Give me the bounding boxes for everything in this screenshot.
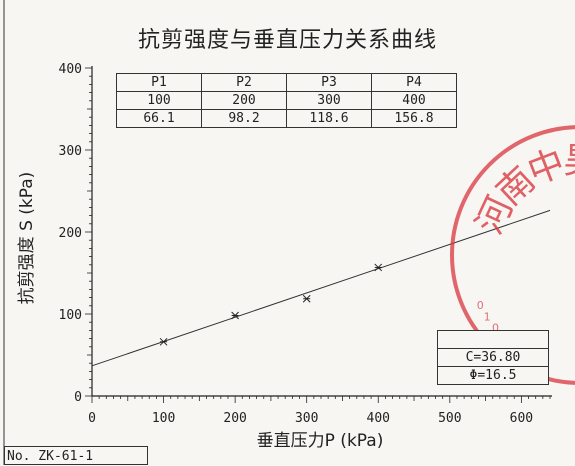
table-header-row: P1 P2 P3 P4: [116, 73, 457, 92]
x-tick-label: 200: [223, 411, 246, 426]
y-axis-label: 抗剪强度 S (kPa): [17, 172, 37, 305]
table-cell: 200: [201, 91, 287, 110]
table-cell: 300: [286, 91, 372, 110]
table-cell: 400: [371, 91, 457, 110]
svg-text:昊: 昊: [563, 141, 575, 183]
table-row: 100 200 300 400: [116, 91, 457, 110]
x-tick-label: 300: [295, 411, 318, 426]
data-point: [302, 294, 311, 303]
y-tick-label: 100: [59, 308, 82, 323]
table-header-cell: P3: [286, 73, 372, 92]
x-tick-label: 0: [88, 411, 96, 426]
y-tick-label: 300: [59, 144, 82, 159]
table-cell: 66.1: [116, 109, 202, 128]
chart-title: 抗剪强度与垂直压力关系曲线: [137, 28, 437, 53]
fit-line: [91, 209, 551, 367]
table-header-cell: P2: [201, 73, 287, 92]
table-header-cell: P1: [116, 73, 202, 92]
y-tick-label: 400: [59, 62, 82, 77]
param-cell-empty: [437, 330, 549, 349]
cohesion-value: C=36.80: [437, 348, 549, 367]
table-cell: 156.8: [371, 109, 457, 128]
data-point: [374, 263, 383, 272]
table-cell: 98.2: [201, 109, 287, 128]
table-row: 66.1 98.2 118.6 156.8: [116, 109, 457, 128]
parameter-box: C=36.80 Φ=16.5: [437, 330, 549, 385]
data-point: [231, 311, 239, 320]
x-tick-label: 600: [510, 411, 533, 426]
table-header-cell: P4: [371, 73, 457, 92]
document-number: No. ZK-61-1: [4, 446, 148, 465]
svg-text:0: 0: [477, 299, 484, 312]
chart-marks: [91, 209, 551, 367]
y-tick-label: 0: [74, 390, 82, 405]
x-tick-label: 400: [367, 411, 390, 426]
x-tick-label: 500: [438, 411, 461, 426]
x-axis-label: 垂直压力P (kPa): [257, 431, 384, 451]
data-table: P1 P2 P3 P4 100 200 300 400 66.1 98.2 11…: [116, 73, 457, 128]
svg-text:1: 1: [484, 311, 491, 324]
y-tick-label: 200: [59, 226, 82, 241]
table-cell: 118.6: [286, 109, 372, 128]
x-tick-label: 100: [152, 411, 175, 426]
table-cell: 100: [116, 91, 202, 110]
friction-angle-value: Φ=16.5: [437, 366, 549, 385]
svg-text:0: 0: [492, 321, 499, 334]
data-point: [159, 337, 168, 346]
